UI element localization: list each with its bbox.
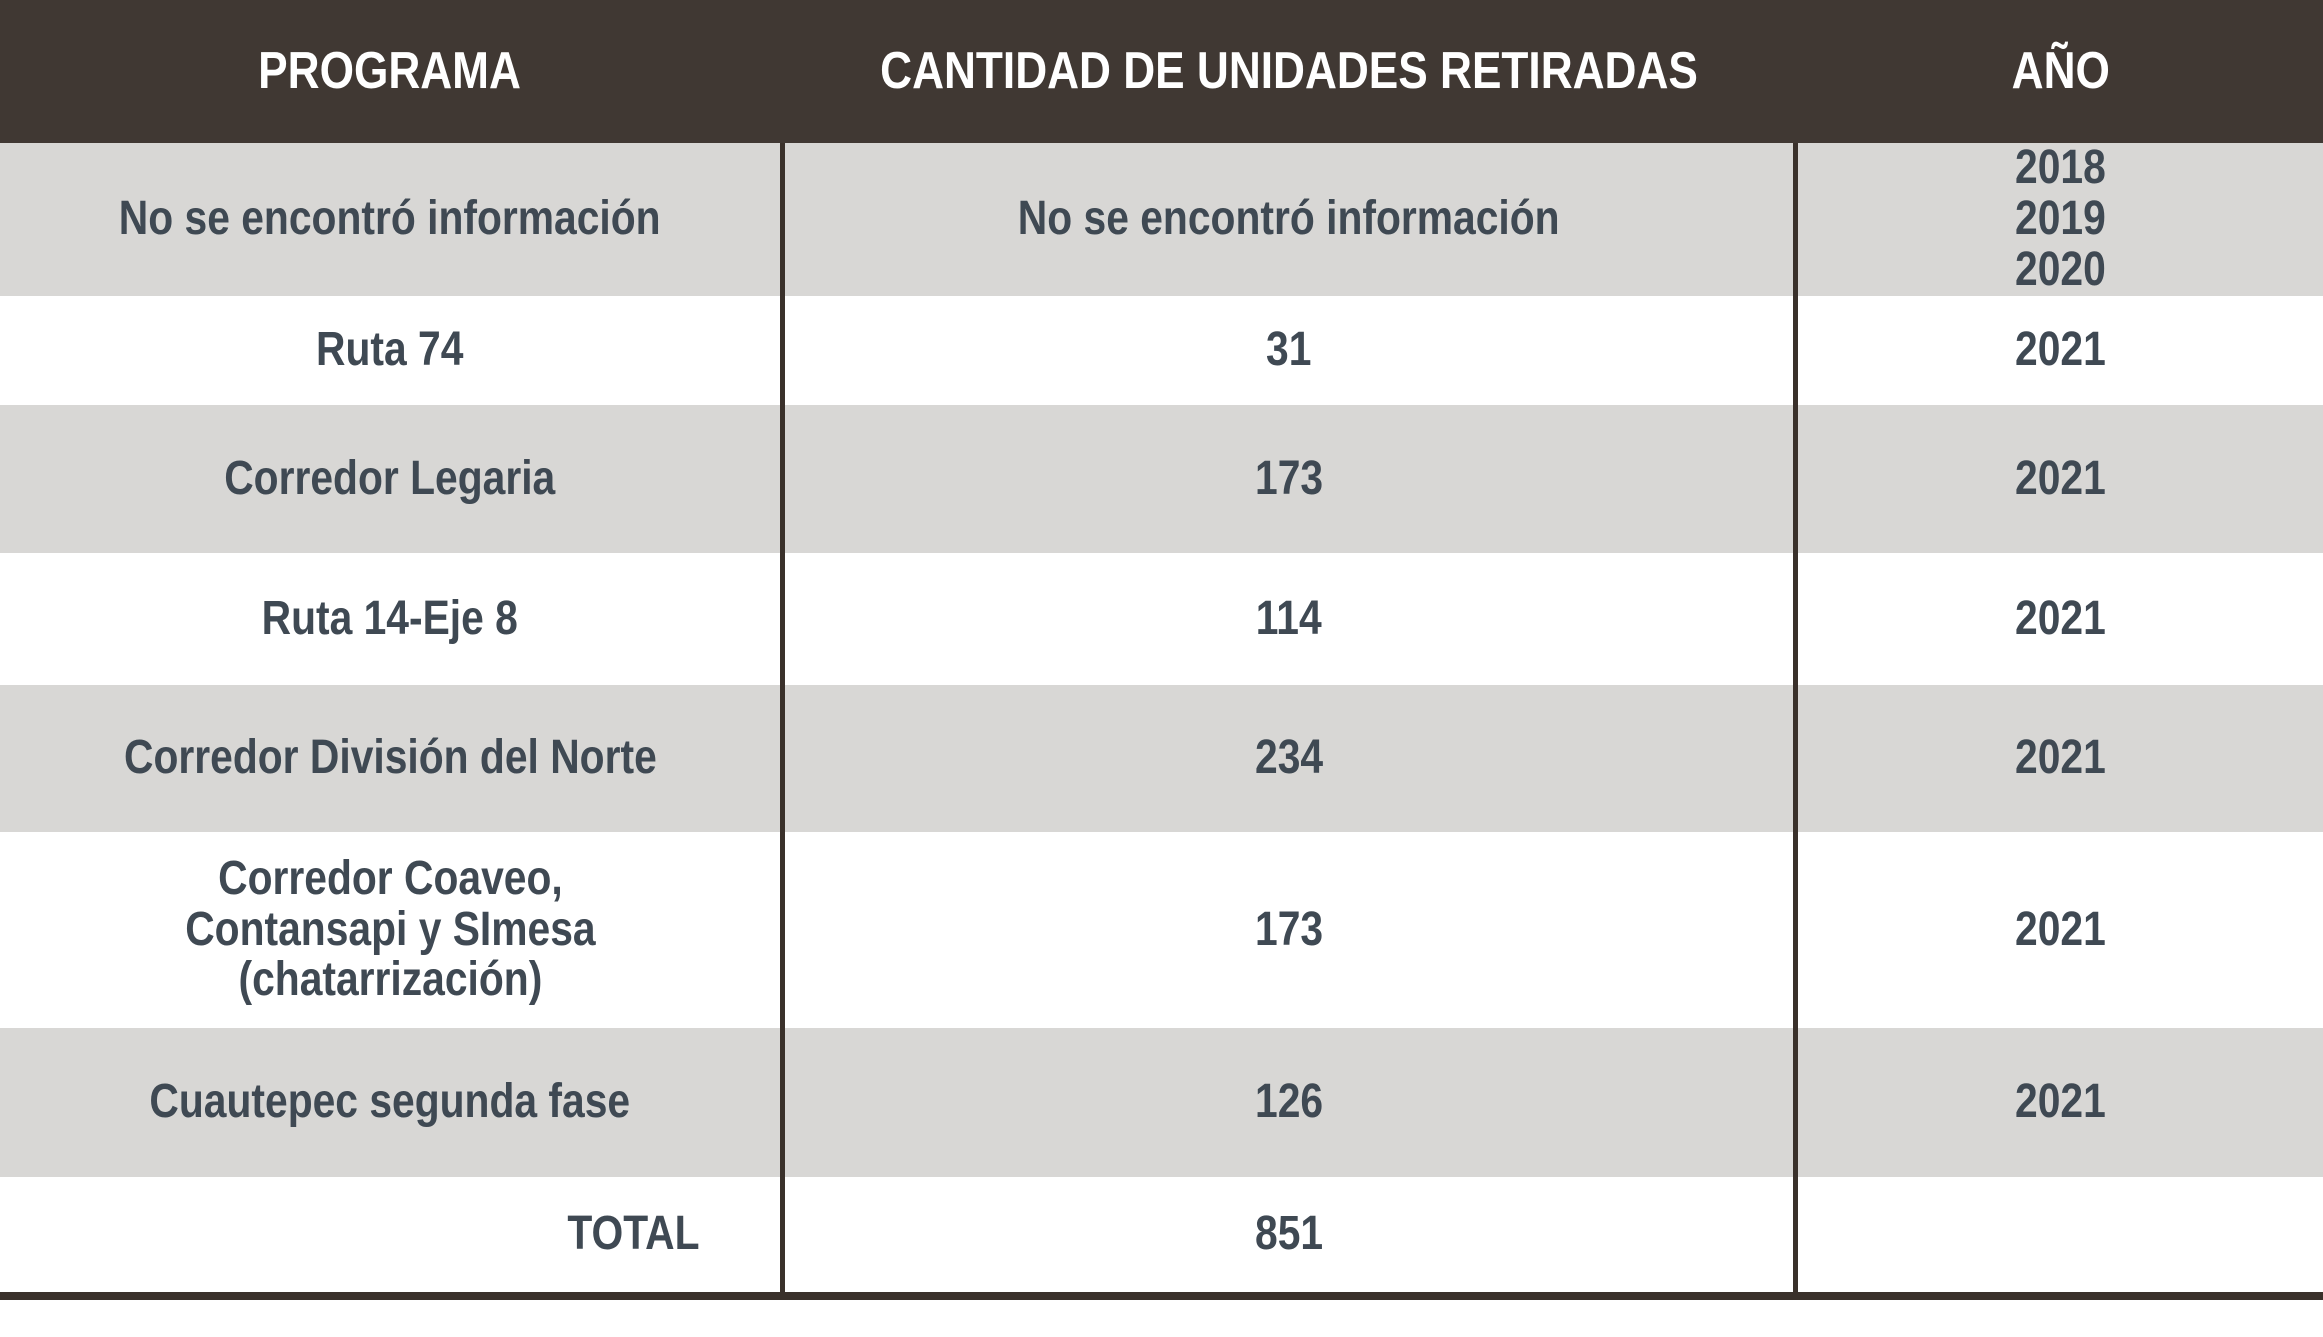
cell-cantidad: 173	[780, 405, 1798, 553]
cell-ano: 2021	[1798, 405, 2323, 553]
column-header-ano: AÑO	[1798, 0, 2323, 143]
cell-text: 173	[1254, 451, 1324, 505]
cell-cantidad: 234	[780, 685, 1798, 832]
cell-programa: Ruta 14-Eje 8	[0, 553, 780, 685]
column-header-programa: PROGRAMA	[0, 0, 780, 143]
cell-text: No se encontró información	[1018, 192, 1560, 246]
cell-cantidad-total: 851	[780, 1177, 1798, 1292]
cell-cantidad: 173	[780, 832, 1798, 1028]
cell-text: 2021	[2015, 731, 2106, 785]
cell-text: 2021	[2015, 591, 2106, 645]
cell-programa: Ruta 74	[0, 296, 780, 405]
table-row: Corredor Coaveo, Contansapi y SImesa (ch…	[0, 832, 2323, 1028]
cell-ano: 2021	[1798, 685, 2323, 832]
table-bottom-border	[0, 1292, 2323, 1300]
cell-text: No se encontró información	[119, 192, 661, 246]
cell-text: 2021	[2015, 323, 2106, 377]
cell-ano: 2021	[1798, 1028, 2323, 1177]
cell-cantidad: 126	[780, 1028, 1798, 1177]
cell-text: 126	[1254, 1075, 1324, 1129]
cell-ano: 2021	[1798, 553, 2323, 685]
cell-text: TOTAL	[567, 1207, 700, 1261]
cell-ano-empty	[1798, 1177, 2323, 1292]
table-header-row: PROGRAMA CANTIDAD DE UNIDADES RETIRADAS …	[0, 0, 2323, 143]
cell-ano: 2018 2019 2020	[1798, 141, 2323, 296]
cell-text: Cuautepec segunda fase	[149, 1075, 631, 1129]
cell-programa: No se encontró información	[0, 143, 780, 296]
cell-cantidad: No se encontró información	[780, 143, 1798, 296]
cell-text: 2018 2019 2020	[2015, 141, 2106, 296]
cell-text: 234	[1254, 731, 1324, 785]
table-row-total: TOTAL 851	[0, 1177, 2323, 1292]
cell-cantidad: 31	[780, 296, 1798, 405]
data-table: PROGRAMA CANTIDAD DE UNIDADES RETIRADAS …	[0, 0, 2323, 1300]
table-row: Ruta 14-Eje 8 114 2021	[0, 553, 2323, 685]
cell-text: Corredor División del Norte	[123, 731, 657, 785]
cell-text: 2021	[2015, 902, 2106, 956]
cell-cantidad: 114	[780, 553, 1798, 685]
column-header-programa-label: PROGRAMA	[258, 41, 522, 100]
cell-text: 2021	[2015, 1075, 2106, 1129]
table-row: Ruta 74 31 2021	[0, 296, 2323, 405]
cell-programa: Corredor Legaria	[0, 405, 780, 553]
cell-ano: 2021	[1798, 296, 2323, 405]
cell-text: 173	[1254, 902, 1324, 956]
cell-programa: Corredor Coaveo, Contansapi y SImesa (ch…	[0, 832, 780, 1028]
cell-text: Corredor Coaveo, Contansapi y SImesa (ch…	[184, 851, 596, 1007]
cell-text: Ruta 14-Eje 8	[261, 591, 519, 645]
cell-text: Corredor Legaria	[224, 451, 556, 505]
cell-ano: 2021	[1798, 832, 2323, 1028]
table-row: No se encontró información No se encontr…	[0, 141, 2323, 296]
column-header-ano-label: AÑO	[2011, 41, 2110, 100]
column-header-cantidad: CANTIDAD DE UNIDADES RETIRADAS	[780, 0, 1798, 143]
table-row: Corredor División del Norte 234 2021	[0, 685, 2323, 832]
cell-text: 851	[1254, 1207, 1324, 1261]
column-header-cantidad-label: CANTIDAD DE UNIDADES RETIRADAS	[880, 41, 1698, 100]
cell-text: 31	[1266, 323, 1312, 377]
cell-programa: Cuautepec segunda fase	[0, 1028, 780, 1177]
cell-programa: Corredor División del Norte	[0, 685, 780, 832]
table-row: Cuautepec segunda fase 126 2021	[0, 1028, 2323, 1177]
cell-text: 114	[1256, 591, 1322, 645]
cell-text: Ruta 74	[316, 323, 464, 377]
cell-programa-total-label: TOTAL	[0, 1177, 780, 1292]
cell-text: 2021	[2015, 451, 2106, 505]
table-row: Corredor Legaria 173 2021	[0, 405, 2323, 553]
